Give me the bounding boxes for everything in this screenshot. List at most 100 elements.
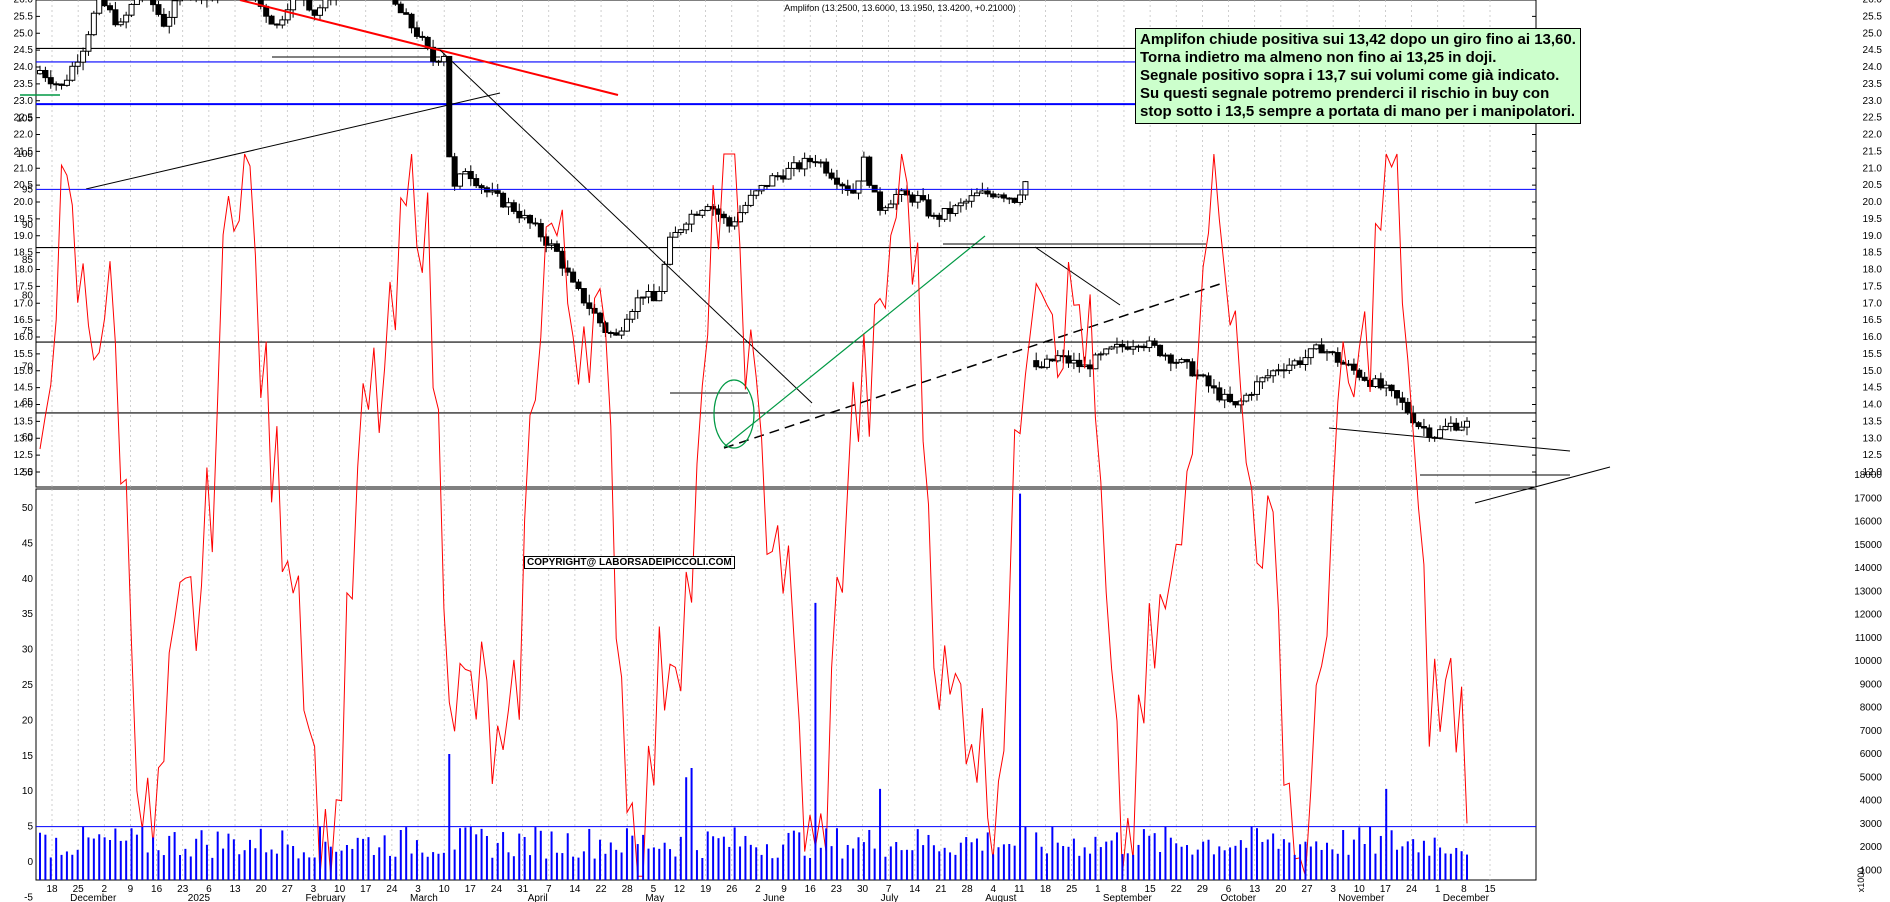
candle-body (392, 0, 399, 5)
candle-body (462, 171, 469, 175)
candle-body (828, 172, 835, 179)
x-tick-label: 21 (935, 884, 947, 895)
candle-body (397, 3, 404, 14)
candle-body (306, 0, 313, 11)
x-tick-label: 20 (256, 884, 268, 895)
candle-body (1033, 360, 1040, 368)
candle-body (807, 157, 814, 163)
candle-body (704, 206, 711, 211)
candle-body (553, 243, 560, 252)
osc-tick-label: 80 (22, 291, 34, 302)
x-tick-label: 17 (1380, 884, 1392, 895)
candle-body (451, 156, 458, 187)
osc-tick-label: 75 (22, 326, 34, 337)
y-tick-label-left: 15.5 (14, 349, 34, 360)
y-tick-label-right: 25.5 (1863, 11, 1883, 22)
x-tick-label: 31 (517, 884, 529, 895)
candle-body (817, 161, 824, 164)
candle-body (47, 77, 54, 85)
osc-tick-label: 25 (22, 680, 34, 691)
x-tick-label: 10 (334, 884, 346, 895)
y-tick-label-right: 26.0 (1863, 0, 1883, 6)
volume-tick-label: 10000 (1854, 656, 1882, 667)
candle-body (930, 214, 937, 217)
volume-tick-label: 2000 (1860, 842, 1883, 853)
candle-body (1000, 194, 1007, 199)
candle-body (85, 34, 92, 52)
candle-body (58, 83, 65, 86)
candle-body (90, 12, 97, 36)
x-tick-label: 8 (1461, 884, 1467, 895)
volume-tick-label: 7000 (1860, 726, 1883, 737)
candle-body (150, 0, 157, 6)
volume-tick-label: 1000 (1860, 865, 1883, 876)
x-tick-label: 15 (1484, 884, 1496, 895)
candle-body (532, 222, 539, 225)
candle-body (1151, 340, 1158, 346)
y-tick-label-left: 17.5 (14, 281, 34, 292)
candle-body (1178, 359, 1185, 363)
osc-tick-label: 20 (22, 715, 34, 726)
month-label: May (645, 893, 664, 902)
candle-body (1200, 374, 1207, 377)
y-tick-label-left: 18.5 (14, 248, 34, 259)
month-label: April (528, 893, 548, 902)
volume-tick-label: 17000 (1854, 493, 1882, 504)
volume-tick-label: 14000 (1854, 563, 1882, 574)
candle-body (1361, 376, 1368, 381)
y-tick-label-left: 17.0 (14, 298, 34, 309)
candle-body (1054, 355, 1061, 362)
note-line: Segnale positivo sopra i 13,7 sui volumi… (1140, 67, 1560, 84)
note-line: Torna indietro ma almeno non fino ai 13,… (1140, 49, 1497, 66)
y-tick-label-right: 22.0 (1863, 130, 1883, 141)
x-tick-label: 1 (1435, 884, 1441, 895)
candle-body (855, 180, 862, 194)
y-tick-label-left: 22.0 (14, 130, 34, 141)
y-tick-label-right: 16.0 (1863, 332, 1883, 343)
y-tick-label-left: 26.0 (14, 0, 34, 6)
y-tick-label-right: 14.0 (1863, 400, 1883, 411)
candle-body (866, 156, 873, 186)
candle-body (473, 178, 480, 187)
y-tick-label-left: 21.0 (14, 163, 34, 174)
candle-body (688, 213, 695, 225)
y-tick-label-left: 24.0 (14, 62, 34, 73)
volume-tick-label: 4000 (1860, 796, 1883, 807)
candle-body (1060, 355, 1067, 358)
x-tick-label: 29 (1197, 884, 1209, 895)
candle-body (1140, 345, 1147, 349)
candle-body (607, 332, 614, 335)
candle-body (430, 46, 437, 62)
candle-body (1157, 344, 1164, 357)
candle-body (1065, 355, 1072, 364)
x-tick-label: 17 (465, 884, 477, 895)
autumn-uptrend-line (1474, 466, 1611, 504)
candle-body (1437, 429, 1444, 439)
candle-body (322, 0, 329, 9)
candle-body (63, 79, 70, 86)
candle-body (516, 210, 523, 219)
y-tick-label-left: 25.0 (14, 28, 34, 39)
green-uptrend-line (723, 235, 986, 448)
candle-body (613, 332, 620, 336)
candle-body (710, 206, 717, 210)
candle-body (257, 0, 264, 7)
candle-body (1464, 420, 1470, 428)
candle-body (1372, 378, 1379, 387)
candle-body (1329, 351, 1336, 354)
y-tick-label-left: 12.5 (14, 450, 34, 461)
candle-body (1076, 359, 1083, 368)
oscillator-line (39, 153, 1468, 877)
x-tick-label: 7 (546, 884, 552, 895)
x-tick-label: 11 (1014, 884, 1025, 895)
candle-body (166, 16, 173, 27)
candle-body (1286, 364, 1293, 371)
candle-body (1350, 363, 1357, 371)
candle-body (1426, 427, 1433, 438)
candle-body (1210, 385, 1217, 389)
month-label: September (1103, 893, 1153, 902)
y-tick-label-left: 21.5 (14, 146, 34, 157)
candle-body (1302, 357, 1309, 365)
candle-body (1237, 400, 1244, 406)
candle-body (403, 12, 410, 15)
